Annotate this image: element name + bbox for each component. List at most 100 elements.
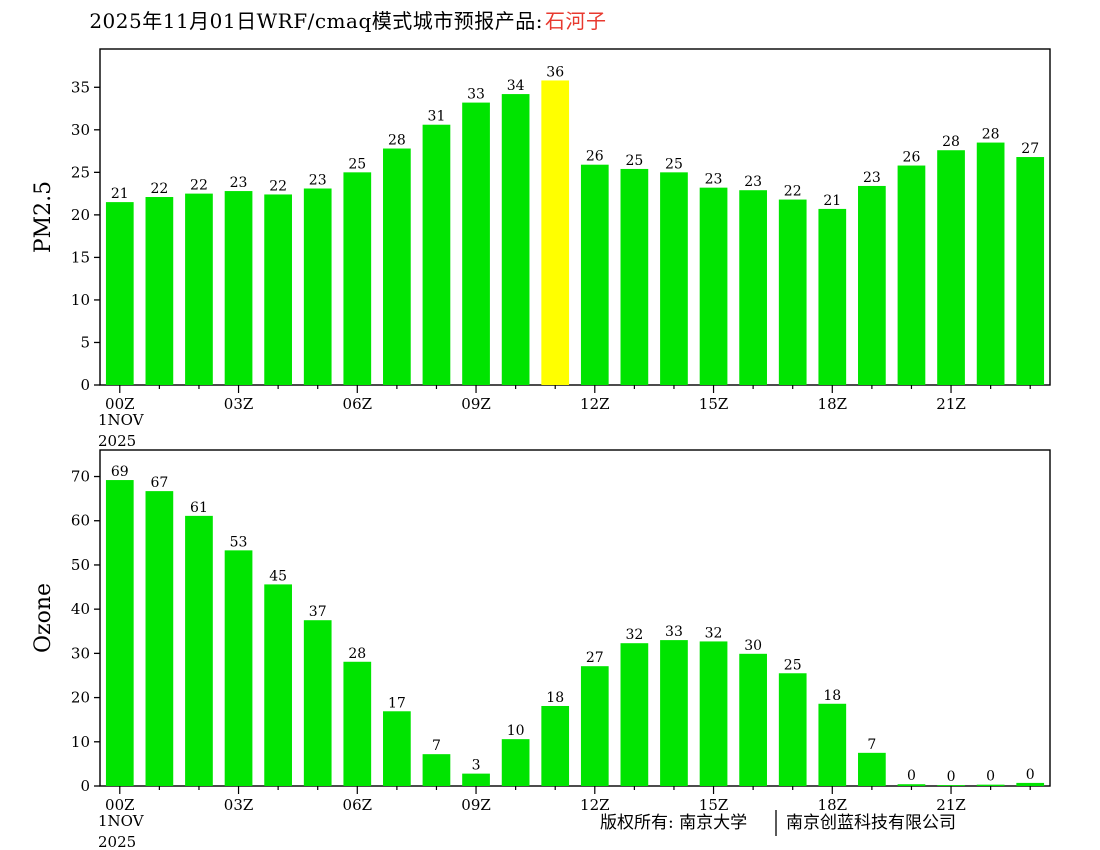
ozone-axis-label: Ozone (31, 583, 56, 653)
ozone-x-tick-label: 06Z (343, 796, 373, 814)
pm25-bar-22z (976, 142, 1005, 385)
ozone-bar-07z (383, 711, 411, 786)
ozone-y-tick-label: 20 (71, 689, 90, 707)
pm25-value-label-04z: 22 (269, 178, 287, 194)
pm25-x-axis: 00Z 03Z 06Z 09Z 12Z 15Z 18Z 21Z (105, 385, 1031, 413)
pm25-bar-20z (897, 165, 926, 385)
pm25-value-label-02z: 22 (190, 178, 208, 194)
pm25-y-tick-label: 10 (71, 291, 90, 309)
pm25-value-label-15z: 23 (705, 172, 723, 188)
ozone-bar-18z (818, 703, 847, 786)
ozone-value-label-03z: 53 (230, 534, 248, 550)
pm25-bar-14z (660, 172, 688, 385)
pm25-x-tick-label: 21Z (936, 395, 966, 413)
ozone-x-tick-label: 00Z (105, 796, 135, 814)
pm25-bar-10z (501, 94, 530, 385)
ozone-x-tick-label: 15Z (699, 796, 729, 814)
city-name: 石河子 (545, 9, 607, 33)
ozone-value-label-20z: 0 (907, 768, 916, 784)
pm25-y-tick-label: 35 (71, 78, 90, 96)
ozone-bar-00z (105, 480, 134, 786)
ozone-y-tick-label: 50 (71, 556, 90, 574)
pm25-bar-13z (620, 168, 649, 385)
ozone-value-label-06z: 28 (348, 646, 366, 662)
pm25-value-label-00z: 21 (111, 186, 129, 202)
pm25-bar-01z (145, 197, 174, 385)
pm25-bar-03z (224, 191, 253, 385)
pm25-value-label-10z: 34 (507, 78, 525, 94)
pm25-bar-09z (462, 102, 490, 385)
ozone-value-label-21z: 0 (947, 769, 956, 785)
ozone-value-label-15z: 32 (705, 625, 723, 641)
ozone-value-label-11z: 18 (546, 690, 564, 706)
ozone-bar-15z (699, 641, 728, 786)
ozone-value-label-19z: 7 (867, 737, 876, 753)
pm25-value-label-18z: 21 (823, 193, 841, 209)
pm25-value-label-01z: 22 (150, 181, 168, 197)
ozone-bar-21z (937, 785, 965, 786)
ozone-bar-09z (462, 773, 490, 786)
pm25-date-label-year: 2025 (98, 432, 136, 450)
ozone-value-label-00z: 69 (111, 464, 129, 480)
pm25-y-tick-label: 25 (71, 163, 90, 181)
pm25-bar-17z (778, 199, 807, 385)
ozone-value-label-18z: 18 (823, 688, 841, 704)
ozone-bar-20z (897, 784, 926, 786)
ozone-value-label-08z: 7 (432, 738, 441, 754)
credit-owner: 版权所有: 南京大学 (600, 813, 747, 833)
ozone-bar-02z (185, 515, 213, 786)
ozone-bar-23z (1016, 782, 1045, 786)
pm25-bar-04z (264, 194, 292, 385)
ozone-bars: 69 67 61 53 45 37 28 17 7 3 10 18 27 32 33 32 30 25 18 7 0 0 0… (105, 464, 1045, 786)
pm25-plot-frame (99, 48, 1051, 386)
ozone-date-label-year: 2025 (98, 833, 136, 850)
pm25-value-label-09z: 33 (467, 87, 485, 103)
ozone-y-tick-label: 0 (80, 777, 90, 795)
pm25-y-tick-label: 0 (80, 376, 90, 394)
ozone-bar-16z (739, 653, 767, 786)
pm25-axis-label: PM2.5 (31, 181, 56, 253)
ozone-bar-01z (145, 491, 174, 786)
pm25-bar-05z (303, 188, 332, 385)
pm25-x-tick-label: 00Z (105, 395, 135, 413)
pm25-value-label-07z: 28 (388, 133, 406, 149)
pm25-bar-12z (580, 164, 609, 385)
pm25-value-label-22z: 28 (982, 127, 1000, 143)
ozone-bar-14z (660, 640, 688, 786)
pm25-x-tick-label: 09Z (461, 395, 491, 413)
ozone-bar-03z (224, 550, 253, 786)
ozone-bar-13z (620, 643, 649, 786)
pm25-x-tick-label: 03Z (224, 395, 254, 413)
pm25-value-label-08z: 31 (428, 109, 446, 125)
pm25-x-tick-label: 18Z (818, 395, 848, 413)
pm25-value-label-21z: 28 (942, 134, 960, 150)
ozone-value-label-14z: 33 (665, 624, 683, 640)
ozone-bar-12z (580, 666, 609, 786)
pm25-x-tick-label: 12Z (580, 395, 610, 413)
ozone-value-label-13z: 32 (625, 627, 643, 643)
pm25-x-tick-label: 15Z (699, 395, 729, 413)
ozone-x-tick-label: 03Z (224, 796, 254, 814)
pm25-bar-06z (343, 172, 372, 385)
pm25-value-label-14z: 25 (665, 156, 683, 172)
pm25-bar-21z (937, 150, 965, 385)
ozone-y-tick-label: 40 (71, 600, 90, 618)
ozone-y-tick-label: 10 (71, 733, 90, 751)
ozone-x-tick-label: 18Z (818, 796, 848, 814)
ozone-value-label-17z: 25 (784, 657, 802, 673)
pm25-bars: 21 22 22 23 22 23 25 28 31 33 34 36 26 25 25 23 23 22 21 23… (105, 64, 1045, 386)
pm25-bar-08z (422, 124, 451, 386)
pm25-value-label-23z: 27 (1021, 141, 1039, 157)
pm25-y-tick-label: 30 (71, 121, 90, 139)
ozone-value-label-09z: 3 (472, 758, 481, 774)
ozone-bar-04z (264, 584, 292, 786)
ozone-x-tick-label: 09Z (461, 796, 491, 814)
ozone-value-label-01z: 67 (150, 475, 168, 491)
ozone-x-axis: 00Z 03Z 06Z 09Z 12Z 15Z 18Z 21Z (105, 786, 1031, 814)
pm25-y-tick-label: 5 (80, 333, 90, 351)
ozone-y-tick-label: 70 (71, 468, 90, 486)
ozone-value-label-16z: 30 (744, 638, 762, 654)
pm25-y-tick-label: 20 (71, 206, 90, 224)
ozone-x-tick-label: 21Z (936, 796, 966, 814)
